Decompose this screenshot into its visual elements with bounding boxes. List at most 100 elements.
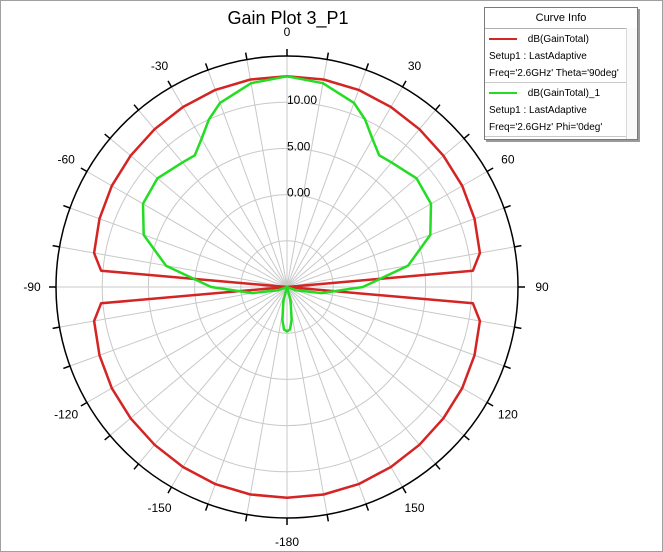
grid-ring <box>194 194 380 380</box>
angle-tick <box>463 434 470 441</box>
grid-spoke <box>69 286 288 367</box>
grid-spoke <box>286 286 367 505</box>
grid-ring <box>147 147 427 427</box>
angle-tick <box>63 365 71 370</box>
grid-spoke <box>286 69 367 288</box>
angle-tick <box>80 401 88 407</box>
grid-spoke <box>286 246 515 288</box>
grid-spoke <box>286 286 488 403</box>
grid-spoke <box>86 171 288 288</box>
angle-label: -30 <box>151 59 169 73</box>
grid-spoke <box>207 69 288 288</box>
grid-spoke <box>69 207 288 288</box>
radial-label: 10.00 <box>287 93 317 107</box>
angle-tick <box>104 434 111 441</box>
legend-scrollbar[interactable] <box>626 28 637 139</box>
angle-label: 0 <box>284 25 291 39</box>
angle-tick <box>434 463 441 470</box>
legend-series-name: dB(GainTotal) <box>527 34 589 45</box>
angle-tick <box>434 104 441 111</box>
grid-spoke <box>286 109 436 288</box>
angle-tick <box>244 52 248 60</box>
angle-tick <box>365 63 370 71</box>
angle-label: -120 <box>54 408 78 422</box>
grid-spoke <box>286 59 328 288</box>
angle-label: 60 <box>501 153 515 167</box>
angle-tick <box>204 503 209 511</box>
grid-spoke <box>86 286 288 403</box>
angle-tick <box>326 52 330 60</box>
grid-spoke <box>286 171 488 288</box>
grid-spoke <box>171 286 288 488</box>
angle-tick <box>503 204 511 209</box>
angle-tick <box>167 80 173 88</box>
angle-tick <box>514 326 522 330</box>
angle-tick <box>463 133 470 140</box>
legend-params: Freq='2.6GHz' Phi='0deg' <box>489 122 603 133</box>
angle-tick <box>401 486 407 494</box>
angle-tick <box>204 63 209 71</box>
grid-spoke <box>286 207 505 288</box>
grid-spoke <box>109 138 288 288</box>
angle-tick <box>244 514 248 522</box>
radial-label: 5.00 <box>287 139 311 153</box>
angle-label: -150 <box>147 501 171 515</box>
legend-setup: Setup1 : LastAdaptive <box>489 51 587 62</box>
grid-spoke <box>286 86 403 288</box>
legend-entry-2[interactable]: dB(GainTotal)_1 Setup1 : LastAdaptive Fr… <box>485 83 637 137</box>
angle-label: 150 <box>404 501 424 515</box>
labels: 0 30 60 90 120 150 -180 -150 -120 -90 -60 -30 0.00 5.… <box>23 25 549 549</box>
angle-tick <box>80 167 88 173</box>
angle-tick <box>133 463 140 470</box>
angle-tick <box>326 514 330 522</box>
grid-spoke <box>246 59 288 288</box>
series-layer <box>92 75 482 499</box>
angle-label: 120 <box>498 408 518 422</box>
angle-tick <box>63 204 71 209</box>
series-line-1 <box>92 75 482 499</box>
legend-title: Curve Info <box>485 8 637 29</box>
chart-title: Gain Plot 3_P1 <box>227 8 349 28</box>
grid-spoke <box>246 286 288 515</box>
grid-spoke <box>59 246 288 288</box>
grid-ring <box>101 101 473 473</box>
grid-spoke <box>109 286 288 436</box>
curve-info-legend[interactable]: Curve Info dB(GainTotal) Setup1 : LastAd… <box>484 7 638 140</box>
grid-spoke <box>286 286 328 515</box>
grid-spoke <box>171 86 288 288</box>
angle-tick <box>52 244 60 248</box>
grid <box>49 49 525 525</box>
grid-spoke <box>286 286 505 367</box>
angle-label: 90 <box>535 280 549 294</box>
radial-label: 0.00 <box>287 186 311 200</box>
angle-tick <box>401 80 407 88</box>
grid-spoke <box>286 138 465 288</box>
legend-setup: Setup1 : LastAdaptive <box>489 105 587 116</box>
grid-spoke <box>138 109 288 288</box>
legend-swatch-green <box>489 92 517 95</box>
legend-params: Freq='2.6GHz' Theta='90deg' <box>489 68 619 79</box>
angle-tick <box>486 167 494 173</box>
angle-tick <box>167 486 173 494</box>
angle-label: 30 <box>408 59 422 73</box>
angle-tick <box>486 401 494 407</box>
series-line-2 <box>141 75 433 333</box>
grid-spoke <box>286 286 436 465</box>
angle-tick <box>133 104 140 111</box>
angle-tick <box>503 365 511 370</box>
grid-spoke <box>207 286 288 505</box>
grid-spoke <box>286 286 465 436</box>
legend-series-name: dB(GainTotal)_1 <box>527 88 601 99</box>
angle-tick <box>104 133 111 140</box>
angle-tick <box>514 244 522 248</box>
grid-spoke <box>286 286 403 488</box>
legend-swatch-red <box>489 38 517 41</box>
angle-label: -90 <box>23 280 41 294</box>
angle-tick <box>52 326 60 330</box>
angle-label: -180 <box>275 535 299 549</box>
grid-spoke <box>138 286 288 465</box>
angle-label: -60 <box>57 153 75 167</box>
legend-entry-1[interactable]: dB(GainTotal) Setup1 : LastAdaptive Freq… <box>485 29 637 83</box>
angle-tick <box>365 503 370 511</box>
